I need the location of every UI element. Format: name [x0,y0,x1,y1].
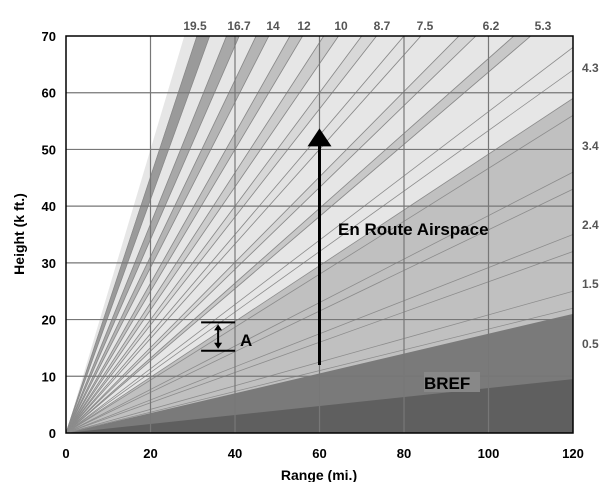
y-tick-labels: 0 10 20 30 40 50 60 70 [42,29,56,441]
elevation-label-top: 7.5 [417,19,434,33]
x-tick-label: 100 [478,446,500,461]
elevation-label-right: 0.5 [582,337,599,351]
x-tick-label: 0 [62,446,69,461]
en-route-arrow-head [307,128,332,147]
x-tick-labels: 0 20 40 60 80 100 120 [62,446,583,461]
annotations: En Route Airspace BREF A [201,128,489,393]
y-tick-label: 10 [42,369,56,384]
beam-edge [66,36,240,433]
y-axis-title: Height (k ft.) [11,193,27,275]
beam-edge [66,36,325,433]
beam-edge [66,36,303,433]
beam-edge [66,36,515,433]
x-tick-label: 20 [143,446,157,461]
x-axis-title: Range (mi.) [281,467,357,482]
bref-label-bg [424,372,480,392]
x-tick-label: 120 [562,446,584,461]
elevation-label-top: 14 [266,19,280,33]
y-tick-label: 20 [42,313,56,328]
top-elevation-labels: 19.5 16.7 14 12 10 8.7 7.5 6.2 5.3 [183,19,551,33]
beam-edge [66,36,257,433]
y-tick-label: 70 [42,29,56,44]
a-bracket-arrow-up [214,324,223,331]
beam-edge [66,36,198,433]
y-tick-label: 0 [49,426,56,441]
y-tick-label: 30 [42,256,56,271]
elevation-label-top: 8.7 [374,19,391,33]
beam-edge [66,36,291,433]
y-tick-label: 40 [42,199,56,214]
a-bracket-arrow-down [214,342,223,349]
y-tick-label: 50 [42,142,56,157]
x-tick-label: 80 [397,446,411,461]
elevation-label-top: 10 [334,19,348,33]
elevation-label-right: 2.4 [582,218,599,232]
right-elevation-labels: 4.3 3.4 2.4 1.5 0.5 [582,61,599,351]
elevation-label-top: 16.7 [227,19,251,33]
y-tick-label: 60 [42,86,56,101]
beam-edge [66,36,211,433]
beam-edge [66,36,477,433]
beam-edge [66,36,422,433]
beam-edge [66,36,532,433]
coverage-bands [66,36,573,433]
x-tick-label: 40 [228,446,242,461]
beam-edge [66,36,460,433]
elevation-label-right: 4.3 [582,61,599,75]
a-label: A [240,331,252,350]
bref-label: BREF [424,374,470,393]
beam-edge [66,36,377,433]
beam-edge [66,36,363,433]
elevation-label-right: 1.5 [582,277,599,291]
x-tick-label: 60 [312,446,326,461]
elevation-label-top: 5.3 [535,19,552,33]
beam-edge [66,36,227,433]
elevation-label-right: 3.4 [582,139,599,153]
elevation-label-top: 12 [297,19,311,33]
elevation-label-top: 19.5 [183,19,207,33]
elevation-label-top: 6.2 [483,19,500,33]
plot-frame [65,35,574,434]
en-route-label: En Route Airspace [338,220,489,239]
beam-edge [66,36,339,433]
